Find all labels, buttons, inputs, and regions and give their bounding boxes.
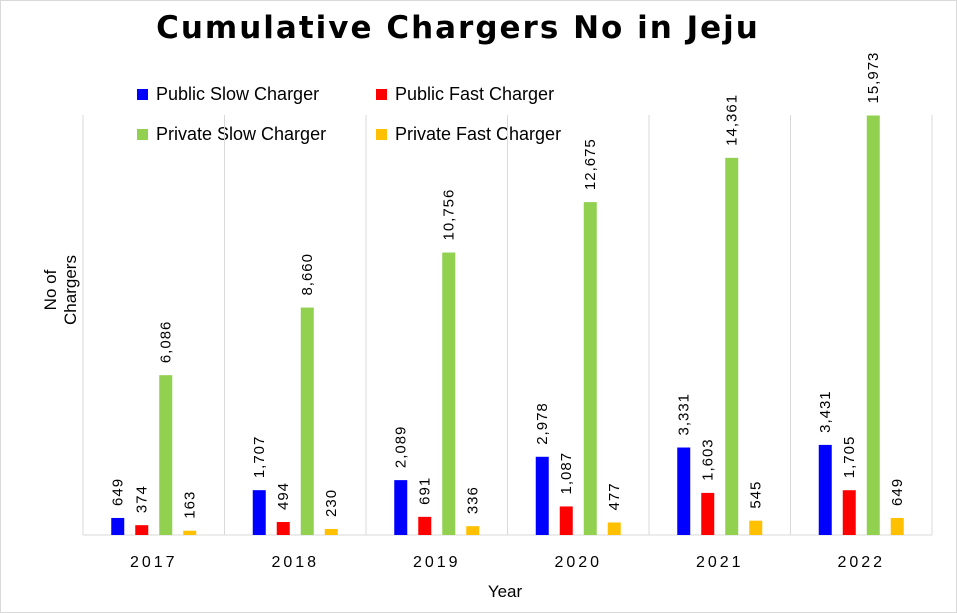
legend-label-public-slow: Public Slow Charger	[156, 83, 320, 104]
data-label-private-slow-charger-2017: 6,086	[158, 321, 175, 364]
data-label-public-fast-charger-2022: 1,705	[841, 436, 858, 479]
x-tick-label-2017: 2017	[130, 554, 178, 571]
bar-private-slow-charger-2019	[442, 252, 456, 535]
data-label-private-fast-charger-2022: 649	[889, 478, 906, 506]
data-label-public-fast-charger-2020: 1,087	[558, 452, 575, 495]
data-label-private-fast-charger-2020: 477	[606, 482, 623, 510]
bar-private-slow-charger-2020	[583, 202, 597, 535]
data-label-private-fast-charger-2021: 545	[748, 481, 765, 509]
legend-swatch-public-slow	[137, 88, 148, 100]
data-label-public-slow-charger-2017: 649	[110, 478, 127, 506]
data-label-private-slow-charger-2021: 14,361	[724, 94, 741, 146]
data-label-public-fast-charger-2017: 374	[134, 485, 151, 513]
bar-public-fast-charger-2020	[559, 506, 573, 535]
bar-public-slow-charger-2022	[818, 444, 832, 535]
legend-item-public-slow: Public Slow Charger	[137, 83, 319, 105]
bar-public-slow-charger-2021	[677, 447, 691, 535]
x-tick-label-2020: 2020	[554, 554, 602, 571]
x-tick-label-2022: 2022	[837, 554, 885, 571]
legend-label-public-fast: Public Fast Charger	[395, 83, 555, 104]
bar-public-fast-charger-2018	[276, 522, 290, 535]
x-axis-label: Year	[487, 582, 523, 601]
chart-title: Cumulative Chargers No in Jeju	[156, 10, 760, 46]
x-tick-label-2019: 2019	[413, 554, 461, 571]
data-label-public-slow-charger-2021: 3,331	[676, 393, 693, 436]
bar-private-slow-charger-2021	[725, 157, 739, 535]
legend-label-private-slow: Private Slow Charger	[156, 123, 327, 144]
x-tick-label-2021: 2021	[696, 554, 744, 571]
bar-private-fast-charger-2022	[890, 517, 904, 535]
data-label-private-slow-charger-2022: 15,973	[865, 52, 882, 104]
legend-label-private-fast: Private Fast Charger	[395, 123, 562, 144]
legend-item-private-fast: Private Fast Charger	[376, 123, 561, 145]
bar-public-fast-charger-2022	[842, 490, 856, 535]
bar-public-slow-charger-2019	[394, 480, 408, 535]
data-label-private-fast-charger-2019: 336	[465, 486, 482, 514]
bar-private-fast-charger-2019	[466, 526, 480, 535]
bar-private-fast-charger-2021	[749, 520, 763, 535]
x-tick-label-2018: 2018	[271, 554, 319, 571]
legend-swatch-private-fast	[376, 128, 387, 140]
legend-swatch-public-fast	[376, 88, 387, 100]
bar-public-fast-charger-2019	[418, 516, 432, 535]
data-label-private-slow-charger-2018: 8,660	[299, 253, 316, 296]
bar-private-slow-charger-2022	[866, 115, 880, 535]
data-label-public-fast-charger-2021: 1,603	[700, 438, 717, 481]
data-label-public-fast-charger-2018: 494	[275, 482, 292, 510]
data-label-private-fast-charger-2017: 163	[182, 491, 199, 519]
data-label-public-fast-charger-2019: 691	[417, 477, 434, 505]
bar-public-fast-charger-2017	[135, 525, 149, 535]
legend-item-private-slow: Private Slow Charger	[137, 123, 326, 145]
bar-public-fast-charger-2021	[701, 492, 715, 535]
bar-private-fast-charger-2018	[324, 528, 338, 535]
legend-item-public-fast: Public Fast Charger	[376, 83, 554, 105]
bar-public-slow-charger-2017	[111, 517, 125, 535]
data-label-public-slow-charger-2020: 2,978	[534, 402, 551, 445]
bar-public-slow-charger-2018	[252, 490, 266, 535]
bar-private-slow-charger-2017	[159, 375, 173, 535]
bar-private-slow-charger-2018	[300, 307, 314, 535]
bar-private-fast-charger-2017	[183, 530, 197, 535]
legend-swatch-private-slow	[137, 128, 148, 140]
data-label-private-slow-charger-2019: 10,756	[441, 189, 458, 241]
data-label-public-slow-charger-2022: 3,431	[817, 390, 834, 433]
data-label-public-slow-charger-2018: 1,707	[251, 436, 268, 479]
bar-public-slow-charger-2020	[535, 456, 549, 535]
bar-private-fast-charger-2020	[607, 522, 621, 535]
data-label-private-fast-charger-2018: 230	[323, 489, 340, 517]
data-label-private-slow-charger-2020: 12,675	[582, 138, 599, 190]
data-label-public-slow-charger-2019: 2,089	[393, 426, 410, 469]
